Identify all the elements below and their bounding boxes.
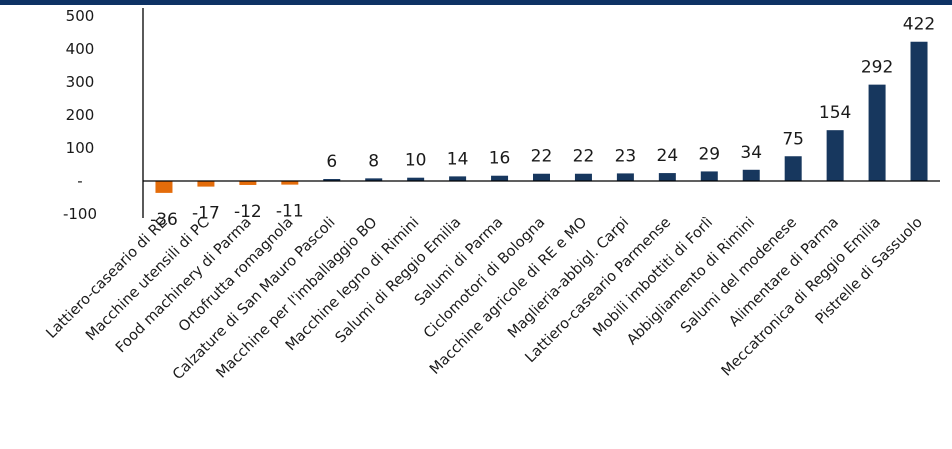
data-label: -36 <box>150 210 178 230</box>
bar <box>616 173 634 181</box>
bar <box>281 181 299 185</box>
data-label: 6 <box>326 152 337 172</box>
y-tick-label: -100 <box>63 205 97 223</box>
y-tick-label: 100 <box>66 139 95 157</box>
bar <box>155 181 173 193</box>
x-tick-label: Macchine agricole di RE e MO <box>427 215 590 378</box>
bar <box>910 41 928 181</box>
data-label: 24 <box>657 146 679 166</box>
y-tick-label: 300 <box>66 73 95 91</box>
data-label: -12 <box>234 202 262 222</box>
bar <box>742 169 760 181</box>
data-label: 23 <box>615 146 637 166</box>
data-label: -17 <box>192 204 220 224</box>
data-label: 292 <box>861 58 893 78</box>
data-label: 16 <box>489 149 511 169</box>
bar <box>197 181 215 187</box>
data-label: 22 <box>531 147 553 167</box>
bar <box>868 84 886 181</box>
data-label: 34 <box>740 143 762 163</box>
bar <box>239 181 257 185</box>
bar <box>407 177 425 181</box>
y-tick-label: 200 <box>66 106 95 124</box>
data-label: -11 <box>276 202 304 222</box>
y-tick-label: 400 <box>66 40 95 58</box>
data-label: 10 <box>405 151 427 171</box>
bar <box>574 173 592 181</box>
y-tick-label: - <box>77 172 82 190</box>
data-label: 8 <box>368 151 379 171</box>
data-label: 14 <box>447 149 469 169</box>
data-label: 422 <box>903 15 935 35</box>
bar <box>658 173 676 181</box>
bar <box>491 175 509 181</box>
bar <box>826 130 844 181</box>
bar <box>533 173 550 181</box>
top-accent-band <box>0 0 952 5</box>
data-label: 22 <box>573 147 595 167</box>
data-label: 75 <box>782 129 804 149</box>
data-label: 154 <box>819 103 851 123</box>
bar <box>700 171 718 181</box>
data-label: 29 <box>698 144 720 164</box>
bar <box>784 156 802 181</box>
bar <box>323 179 341 181</box>
y-tick-label: 500 <box>66 7 95 25</box>
bar <box>449 176 467 181</box>
bar <box>365 178 383 181</box>
